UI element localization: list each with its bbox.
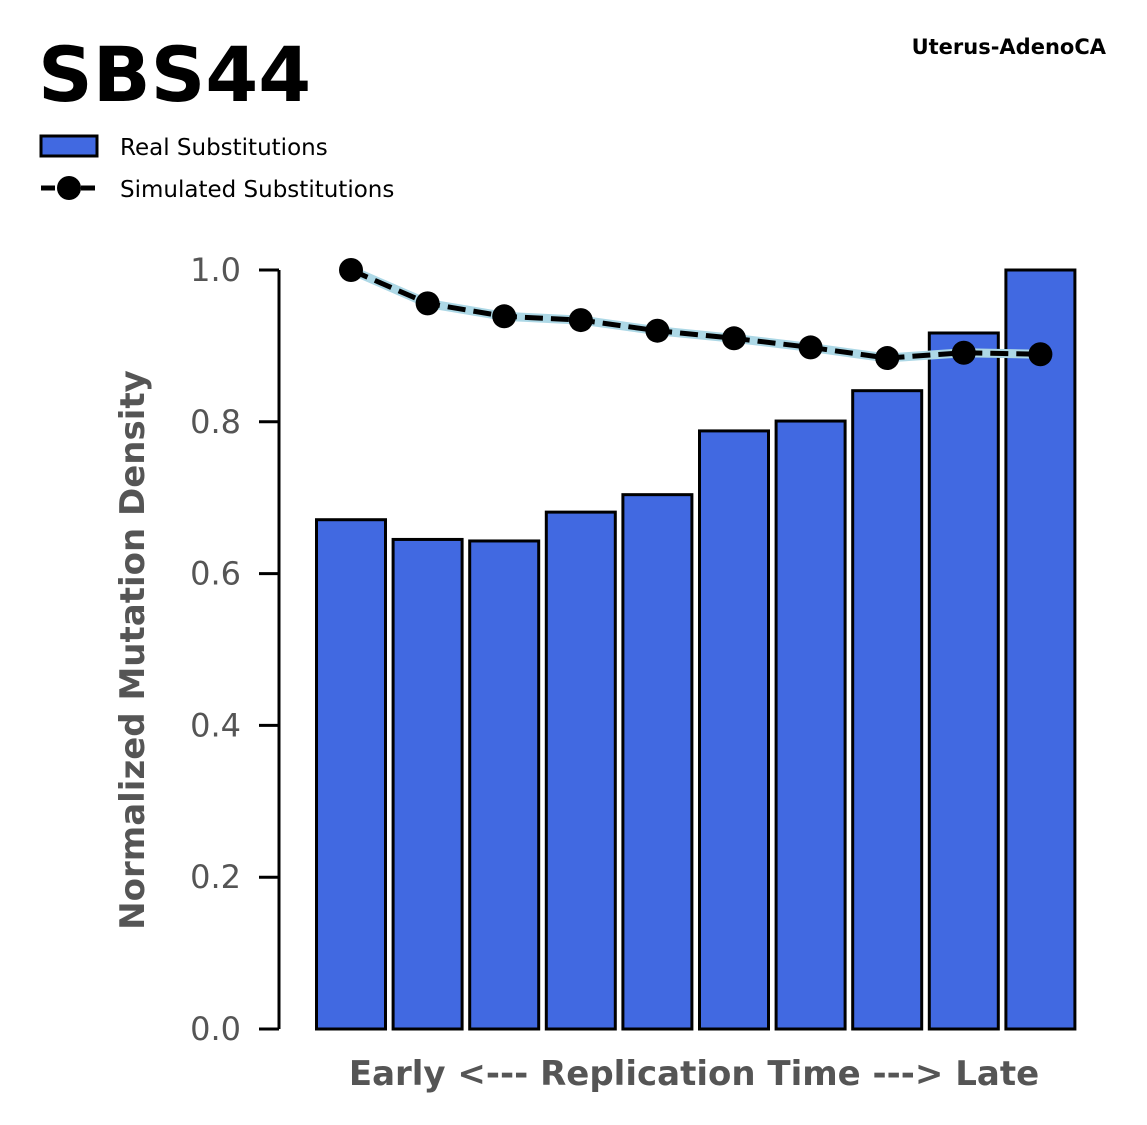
simulated-point-9 xyxy=(951,340,976,365)
y-tick-label-1: 0.2 xyxy=(190,858,241,896)
bar-real-4 xyxy=(544,510,617,1031)
chart-title: SBS44 xyxy=(38,30,311,119)
simulated-point-8 xyxy=(875,346,900,371)
y-tick-label-4: 0.8 xyxy=(190,403,241,441)
legend: Real Substitutions Simulated Substitutio… xyxy=(39,134,394,203)
legend-label-simulated: Simulated Substitutions xyxy=(120,177,394,203)
y-tick-label-5: 1.0 xyxy=(190,251,241,289)
simulated-point-6 xyxy=(722,326,746,351)
simulated-point-10 xyxy=(1028,342,1053,367)
y-axis-label: Normalized Mutation Density xyxy=(113,370,153,930)
bar-series-real xyxy=(315,268,1077,1031)
line-series-simulated xyxy=(339,258,1053,371)
y-tick-label-2: 0.4 xyxy=(190,706,241,744)
simulated-point-3 xyxy=(492,304,517,329)
bar-real-5 xyxy=(621,493,694,1031)
bar-real-8 xyxy=(851,389,924,1031)
y-tick-label-3: 0.6 xyxy=(190,555,241,593)
y-tick-label-0: 0.0 xyxy=(190,1010,241,1048)
legend-label-real: Real Substitutions xyxy=(120,135,328,161)
simulated-line xyxy=(350,267,1041,361)
chart-subtitle: Uterus-AdenoCA xyxy=(912,35,1107,59)
bar-real-9 xyxy=(927,331,1000,1031)
bar-real-2 xyxy=(391,537,464,1031)
x-axis-label: Early <--- Replication Time ---> Late xyxy=(349,1054,1039,1094)
simulated-point-4 xyxy=(568,308,593,333)
y-axis: 0.0 0.2 0.4 0.6 0.8 1.0 xyxy=(190,251,281,1048)
bar-real-10 xyxy=(1004,268,1077,1031)
legend-swatch-real xyxy=(39,134,99,158)
bar-real-7 xyxy=(774,419,847,1031)
simulated-point-2 xyxy=(415,291,440,316)
bar-real-6 xyxy=(698,429,770,1031)
legend-marker-simulated xyxy=(57,176,81,200)
bar-real-3 xyxy=(468,539,541,1031)
simulated-point-5 xyxy=(645,318,670,343)
simulated-point-7 xyxy=(798,335,823,360)
simulated-point-1 xyxy=(339,258,363,282)
bar-real-1 xyxy=(315,518,387,1031)
